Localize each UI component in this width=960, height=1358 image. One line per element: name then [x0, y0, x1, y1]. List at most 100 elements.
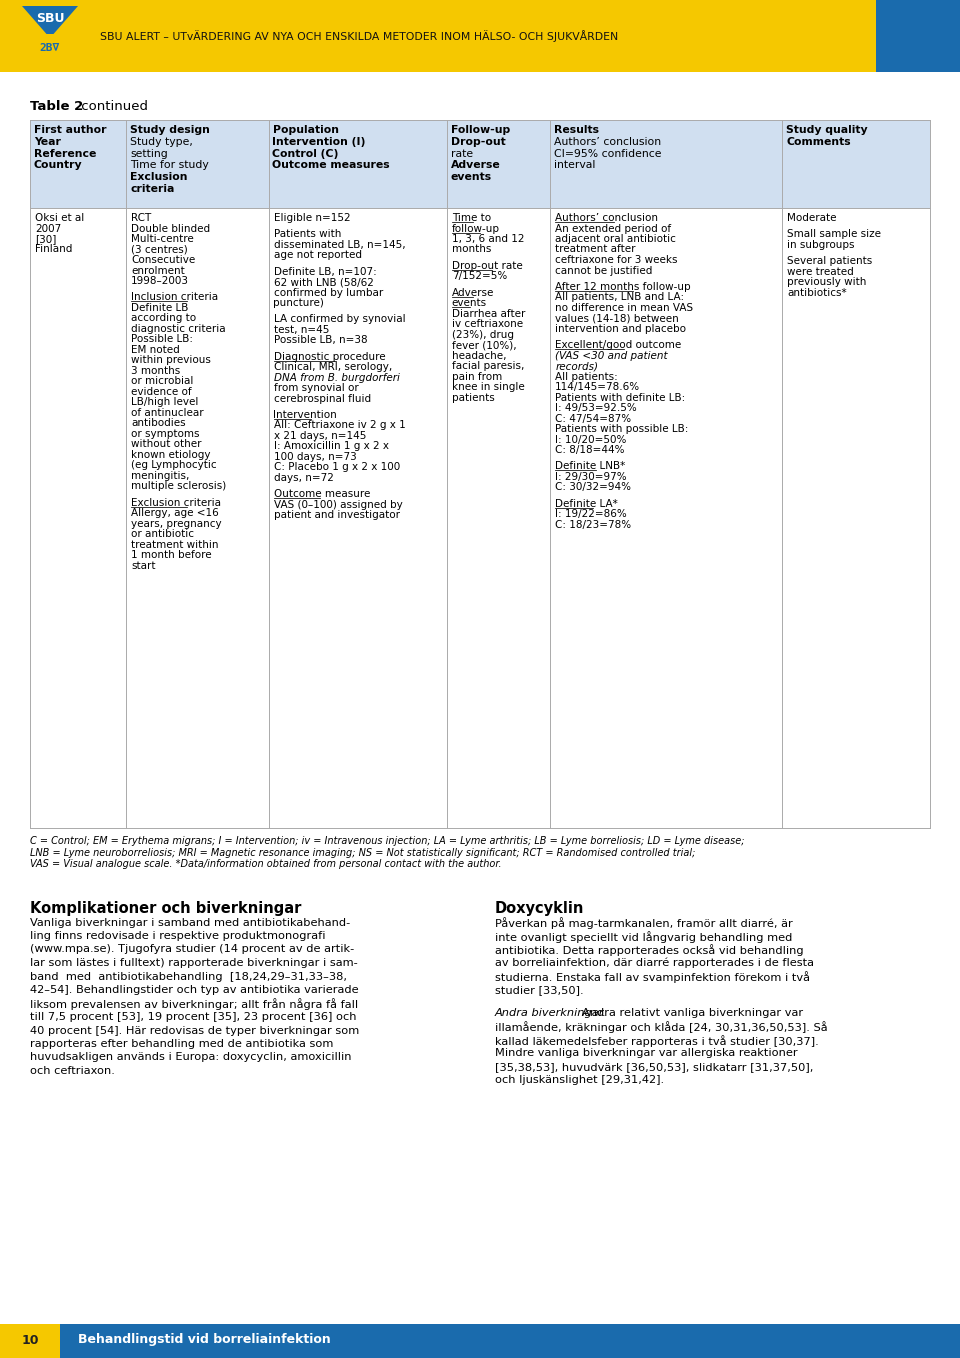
Text: SBU ALERT – UTvÄRDERING AV NYA OCH ENSKILDA METODER INOM HÄLSO- OCH SJUKVÅRDEN: SBU ALERT – UTvÄRDERING AV NYA OCH ENSKI…	[100, 30, 618, 42]
Text: Follow-up: Follow-up	[450, 125, 510, 134]
Text: Intervention: Intervention	[274, 410, 337, 420]
Text: of antinuclear: of antinuclear	[132, 407, 204, 418]
Text: x 21 days, n=145: x 21 days, n=145	[274, 430, 366, 441]
Text: Authors’ conclusion: Authors’ conclusion	[554, 137, 661, 147]
Text: Time to: Time to	[452, 213, 491, 223]
Text: known etiology: known etiology	[132, 449, 211, 460]
Text: liksom prevalensen av biverkningar; allt från några få fall: liksom prevalensen av biverkningar; allt…	[30, 998, 358, 1010]
Text: were treated: were treated	[787, 266, 854, 277]
Text: Table 2: Table 2	[30, 100, 84, 113]
Text: events: events	[450, 172, 492, 182]
Text: I: Amoxicillin 1 g x 2 x: I: Amoxicillin 1 g x 2 x	[274, 441, 389, 451]
Text: age not reported: age not reported	[274, 250, 362, 261]
Text: (www.mpa.se). Tjugofyra studier (14 procent av de artik-: (www.mpa.se). Tjugofyra studier (14 proc…	[30, 945, 354, 955]
Text: Several patients: Several patients	[787, 257, 873, 266]
Text: 2007: 2007	[35, 224, 61, 234]
Text: All patients:: All patients:	[555, 372, 618, 382]
Text: or symptoms: or symptoms	[132, 429, 200, 439]
Text: I: 19/22=86%: I: 19/22=86%	[555, 509, 627, 519]
Text: or antibiotic: or antibiotic	[132, 530, 194, 539]
Text: records): records)	[555, 361, 598, 371]
Text: 1, 3, 6 and 12: 1, 3, 6 and 12	[452, 234, 524, 244]
Bar	[30, 208, 930, 828]
Text: (3 centres): (3 centres)	[132, 244, 188, 254]
Text: 3 months: 3 months	[132, 365, 180, 376]
Text: 1998–2003: 1998–2003	[132, 276, 189, 287]
Text: C: 18/23=78%: C: 18/23=78%	[555, 520, 632, 530]
Text: studier [33,50].: studier [33,50].	[495, 985, 584, 995]
Text: 62 with LNB (58/62: 62 with LNB (58/62	[274, 277, 373, 287]
Text: Exclusion: Exclusion	[131, 172, 188, 182]
Text: Outcome measure: Outcome measure	[274, 489, 370, 500]
Text: Behandlingstid vid borreliainfektion: Behandlingstid vid borreliainfektion	[78, 1334, 331, 1347]
Text: All patients, LNB and LA:: All patients, LNB and LA:	[555, 292, 684, 303]
Text: Andra relativt vanliga biverkningar var: Andra relativt vanliga biverkningar var	[583, 1008, 804, 1018]
Text: ling finns redovisade i respektive produktmonografi: ling finns redovisade i respektive produ…	[30, 932, 325, 941]
Text: Small sample size: Small sample size	[787, 230, 881, 239]
Text: Drop-out: Drop-out	[450, 137, 506, 147]
Text: An extended period of: An extended period of	[555, 224, 671, 234]
Text: Diagnostic procedure: Diagnostic procedure	[274, 352, 385, 361]
Text: lar som lästes i fulltext) rapporterade biverkningar i sam-: lar som lästes i fulltext) rapporterade …	[30, 957, 358, 968]
Text: illamående, kräkningar och klåda [24, 30,31,36,50,53]. Så: illamående, kräkningar och klåda [24, 30…	[495, 1021, 828, 1033]
Text: av borreliainfektion, där diarré rapporterades i de flesta: av borreliainfektion, där diarré rapport…	[495, 957, 814, 968]
Text: events: events	[452, 297, 487, 308]
Text: Allergy, age <16: Allergy, age <16	[132, 508, 219, 517]
Text: or microbial: or microbial	[132, 376, 194, 386]
Text: 42–54]. Behandlingstider och typ av antibiotika varierade: 42–54]. Behandlingstider och typ av anti…	[30, 985, 359, 995]
Text: antibodies: antibodies	[132, 418, 186, 428]
Text: rate: rate	[450, 148, 473, 159]
Text: pain from: pain from	[452, 372, 502, 382]
Text: 1 month before: 1 month before	[132, 550, 212, 559]
Text: Finland: Finland	[35, 244, 72, 254]
Polygon shape	[22, 5, 78, 38]
Text: from synovial or: from synovial or	[274, 383, 358, 392]
Polygon shape	[26, 34, 74, 62]
Text: Doxycyklin: Doxycyklin	[495, 900, 585, 915]
Text: C: 8/18=44%: C: 8/18=44%	[555, 445, 625, 455]
Text: follow-up: follow-up	[452, 224, 500, 234]
Text: kallad läkemedelsfeber rapporteras i två studier [30,37].: kallad läkemedelsfeber rapporteras i två…	[495, 1035, 819, 1047]
Text: Vanliga biverkningar i samband med antibiotikabehand-: Vanliga biverkningar i samband med antib…	[30, 918, 350, 928]
Text: Adverse: Adverse	[452, 288, 494, 297]
Text: C: 30/32=94%: C: 30/32=94%	[555, 482, 632, 493]
Text: Drop-out rate: Drop-out rate	[452, 261, 522, 270]
Text: VAS (0–100) assigned by: VAS (0–100) assigned by	[274, 500, 402, 509]
Text: EM noted: EM noted	[132, 345, 180, 354]
Text: till 7,5 procent [53], 19 procent [35], 23 procent [36] och: till 7,5 procent [53], 19 procent [35], …	[30, 1012, 356, 1023]
Text: 10: 10	[21, 1334, 38, 1347]
Text: test, n=45: test, n=45	[274, 325, 329, 335]
Text: Multi-centre: Multi-centre	[132, 234, 194, 244]
Text: meningitis,: meningitis,	[132, 471, 190, 481]
Text: continued: continued	[77, 100, 148, 113]
Text: C = Control; EM = Erythema migrans; I = Intervention; iv = Intravenous injection: C = Control; EM = Erythema migrans; I = …	[30, 837, 745, 846]
Text: evidence of: evidence of	[132, 387, 192, 397]
Text: rapporteras efter behandling med de antibiotika som: rapporteras efter behandling med de anti…	[30, 1039, 333, 1048]
Bar	[876, 0, 960, 72]
Text: intervention and placebo: intervention and placebo	[555, 323, 686, 334]
Text: antibiotics*: antibiotics*	[787, 288, 847, 297]
Text: Results: Results	[554, 125, 599, 134]
Text: LNB = Lyme neuroborreliosis; MRI = Magnetic resonance imaging; NS = Not statisti: LNB = Lyme neuroborreliosis; MRI = Magne…	[30, 847, 695, 857]
Text: treatment within: treatment within	[132, 539, 219, 550]
Text: 40 procent [54]. Här redovisas de typer biverkningar som: 40 procent [54]. Här redovisas de typer …	[30, 1025, 359, 1036]
Text: inte ovanligt speciellt vid långvarig behandling med: inte ovanligt speciellt vid långvarig be…	[495, 932, 792, 942]
Text: Moderate: Moderate	[787, 213, 837, 223]
Text: start: start	[132, 561, 156, 570]
Text: no difference in mean VAS: no difference in mean VAS	[555, 303, 693, 312]
Text: enrolment: enrolment	[132, 266, 185, 276]
Text: RCT: RCT	[132, 213, 152, 223]
Text: disseminated LB, n=145,: disseminated LB, n=145,	[274, 240, 405, 250]
Text: Study design: Study design	[131, 125, 210, 134]
Text: Definite LB, n=107:: Definite LB, n=107:	[274, 266, 376, 277]
Text: Year: Year	[34, 137, 60, 147]
Text: setting: setting	[131, 148, 168, 159]
Text: Patients with: Patients with	[274, 230, 341, 239]
Text: headache,: headache,	[452, 350, 506, 361]
Text: C: 47/54=87%: C: 47/54=87%	[555, 414, 632, 424]
Text: studierna. Enstaka fall av svampinfektion förekom i två: studierna. Enstaka fall av svampinfektio…	[495, 971, 810, 983]
Text: ceftriaxone for 3 weeks: ceftriaxone for 3 weeks	[555, 255, 678, 265]
Text: First author: First author	[34, 125, 107, 134]
Text: Eligible n=152: Eligible n=152	[274, 213, 350, 223]
Text: C: Placebo 1 g x 2 x 100: C: Placebo 1 g x 2 x 100	[274, 462, 399, 473]
